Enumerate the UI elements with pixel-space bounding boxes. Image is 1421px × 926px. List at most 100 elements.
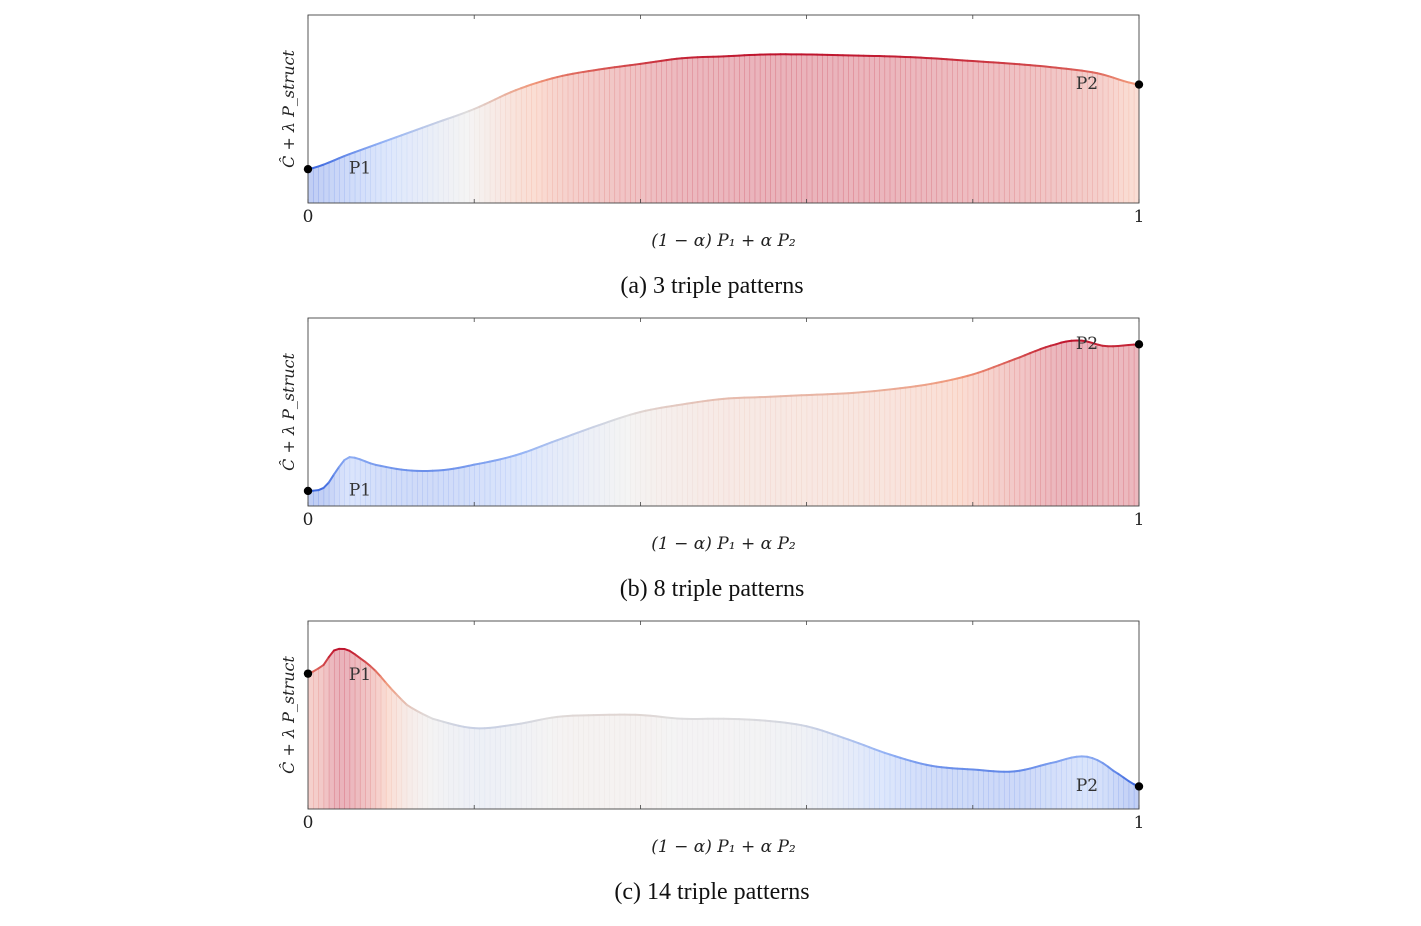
area-strip (718, 340, 725, 506)
area-strip (1092, 54, 1099, 203)
curve-segment (348, 649, 356, 656)
area-strip (505, 54, 512, 203)
area-strip (624, 54, 631, 203)
area-strip (541, 340, 548, 506)
curve-segment (384, 681, 393, 690)
area-strip (1087, 340, 1093, 506)
area-strip (510, 648, 517, 809)
area-strip (552, 54, 558, 203)
area-strip (588, 340, 595, 506)
area-strip (469, 54, 475, 203)
area-strip (676, 648, 683, 809)
area-strip (676, 340, 683, 506)
area-strip (744, 54, 751, 203)
area-strip (936, 340, 943, 506)
area-strip (520, 54, 527, 203)
area-strip (894, 54, 901, 203)
area-strip (702, 340, 709, 506)
area-strip (832, 54, 839, 203)
area-strip (359, 648, 366, 809)
area-strip (868, 648, 875, 809)
area-strip (967, 340, 974, 506)
area-strip (593, 54, 600, 203)
area-strip (1102, 648, 1109, 809)
area-strip (687, 648, 693, 809)
area-strip (926, 340, 932, 506)
area-strip (889, 340, 896, 506)
area-strip (365, 648, 371, 809)
area-strip (848, 340, 854, 506)
area-strip (505, 340, 512, 506)
area-strip (598, 340, 605, 506)
area-strip (801, 54, 808, 203)
area-strip (437, 648, 444, 809)
area-strip (598, 648, 605, 809)
area-strip (635, 648, 641, 809)
area-strip (313, 54, 319, 203)
area-strip (977, 54, 984, 203)
area-strip (609, 54, 616, 203)
area-fill (308, 340, 1139, 506)
area-strip (500, 54, 506, 203)
area-strip (868, 54, 875, 203)
area-strip (526, 54, 532, 203)
x-tick-label-0: 0 (303, 510, 314, 530)
endpoint-label-p1: P1 (349, 480, 371, 500)
area-strip (983, 648, 989, 809)
area-strip (1003, 648, 1010, 809)
area-strip (754, 340, 761, 506)
area-strip (749, 340, 756, 506)
curve-segment (312, 667, 320, 673)
area-strip (318, 54, 325, 203)
area-strip (811, 648, 818, 809)
curve-segment (369, 665, 377, 672)
area-strip (842, 54, 849, 203)
area-strip (619, 340, 626, 506)
area-strip (718, 54, 725, 203)
area-strip (796, 648, 802, 809)
area-strip (401, 54, 408, 203)
area-strip (1029, 54, 1036, 203)
area-strip (572, 54, 579, 203)
area-strip (983, 54, 989, 203)
endpoint-label-p2: P2 (1076, 334, 1098, 354)
curve-segment (390, 687, 398, 696)
area-strip (385, 54, 392, 203)
area-strip (339, 648, 345, 809)
area-strip (1113, 648, 1119, 809)
area-strip (697, 54, 704, 203)
area-strip (910, 54, 917, 203)
area-strip (640, 54, 647, 203)
area-strip (739, 340, 745, 506)
area-strip (822, 340, 828, 506)
area-strip (583, 648, 590, 809)
area-strip (697, 648, 704, 809)
area-strip (437, 54, 444, 203)
subfigure-caption: (a) 3 triple patterns (620, 273, 803, 299)
area-strip (630, 340, 636, 506)
area-strip (494, 648, 501, 809)
area-strip (998, 54, 1005, 203)
area-strip (952, 648, 958, 809)
area-strip (479, 54, 486, 203)
area-strip (1019, 648, 1026, 809)
area-strip (739, 648, 745, 809)
area-strip (796, 54, 802, 203)
area-strip (1128, 54, 1135, 203)
area-strip (323, 648, 330, 809)
area-strip (458, 648, 465, 809)
curve-segment (400, 698, 408, 706)
area-strip (515, 340, 522, 506)
area-strip (1107, 340, 1114, 506)
area-strip (811, 340, 818, 506)
area-strip (775, 340, 782, 506)
area-strip (702, 54, 709, 203)
curve-segment (353, 653, 361, 660)
area-strip (900, 648, 906, 809)
area-strip (858, 54, 865, 203)
area-strip (733, 648, 740, 809)
area-strip (687, 340, 693, 506)
area-strip (443, 340, 449, 506)
area-strip (323, 54, 330, 203)
area-strip (853, 340, 860, 506)
